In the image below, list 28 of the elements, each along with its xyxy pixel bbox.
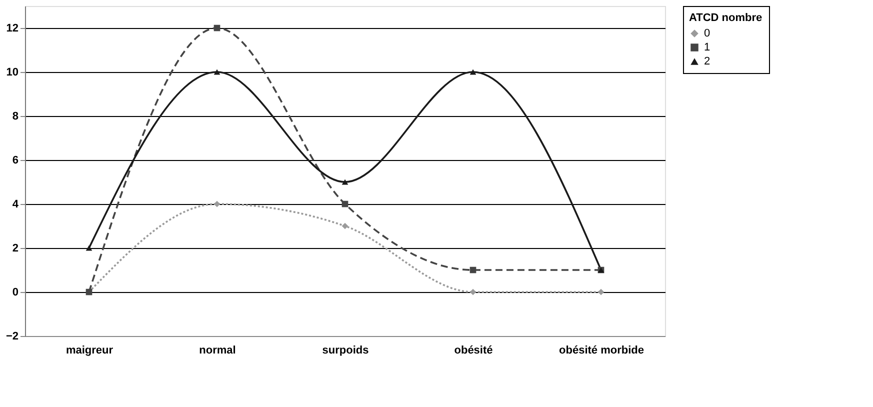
legend-label: 2 (704, 56, 710, 68)
point (470, 266, 476, 274)
y-tick-label: 12 (6, 22, 18, 34)
legend-label: 0 (704, 28, 710, 40)
point (214, 200, 220, 208)
y-tick-label: 10 (6, 66, 18, 78)
x-tick-label: obésité morbide (559, 344, 644, 356)
x-tick-label: maigreur (66, 344, 114, 356)
point (342, 179, 348, 185)
y-tick-label: 2 (12, 242, 18, 254)
point (470, 288, 476, 296)
y-tick-label: 4 (12, 198, 20, 210)
x-tick-label: surpoids (322, 344, 369, 356)
y-tick-label: 6 (12, 154, 18, 166)
point (214, 24, 220, 32)
y-tick-label: 8 (12, 110, 18, 122)
point (342, 222, 348, 230)
x-tick-label: obésité (454, 344, 493, 356)
point (598, 288, 604, 296)
point (342, 200, 348, 208)
y-tick-label: 0 (12, 286, 18, 298)
y-tick-label: −2 (6, 330, 18, 342)
point (214, 69, 220, 75)
point (86, 245, 92, 251)
x-tick-label: normal (199, 344, 236, 356)
point (470, 69, 476, 75)
legend-label: 1 (704, 42, 710, 54)
legend-title: ATCD nombre (689, 12, 762, 24)
